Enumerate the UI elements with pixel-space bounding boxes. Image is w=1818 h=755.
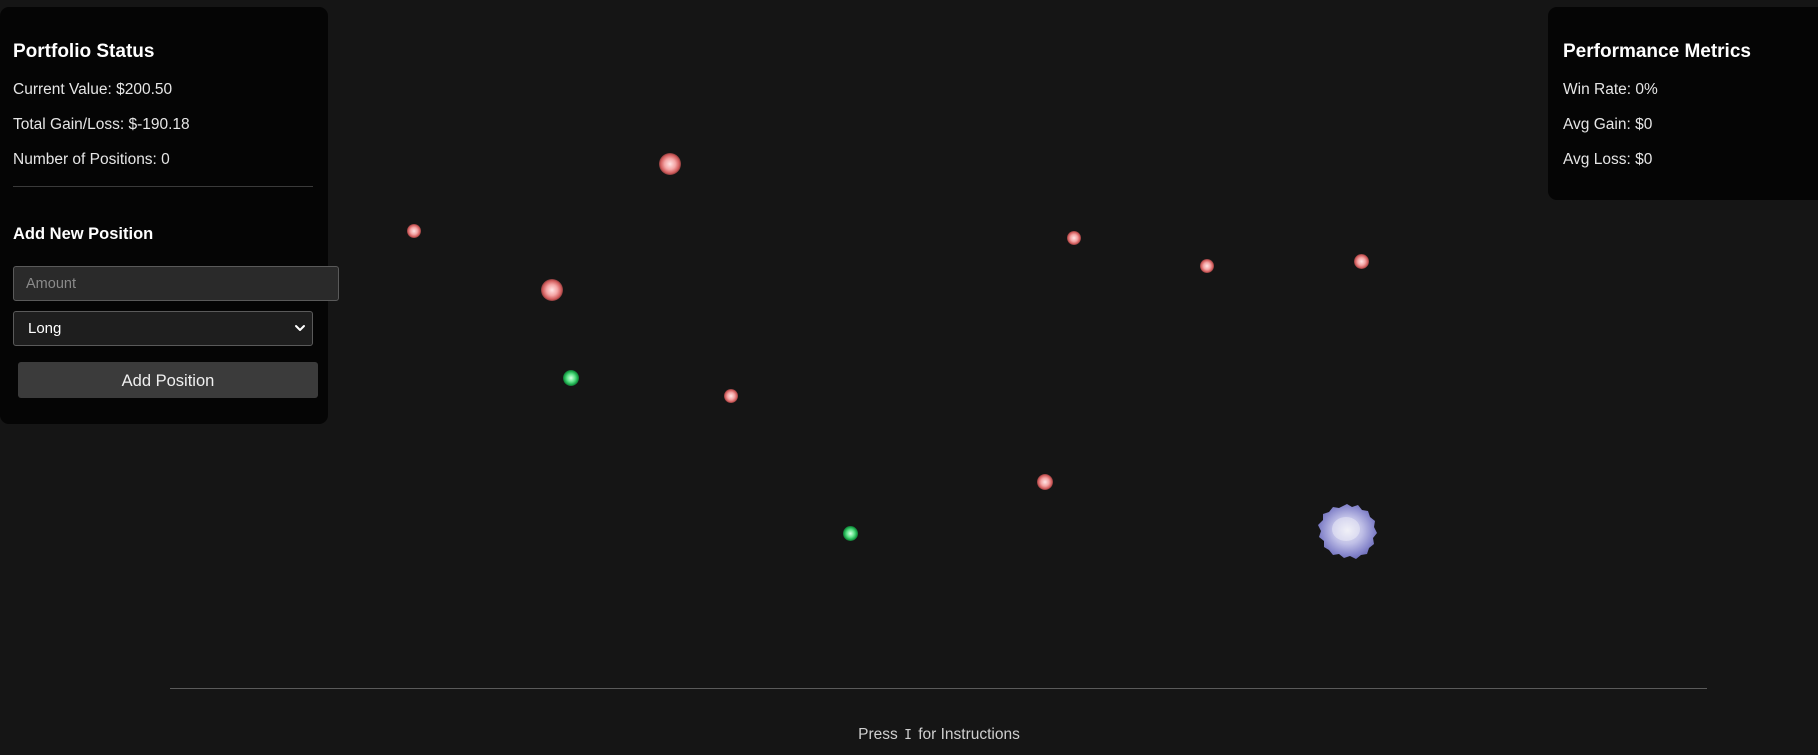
portfolio-panel: Portfolio Status Current Value: $200.50 … [0, 7, 339, 424]
chevron-down-icon [295, 325, 305, 331]
ground-line [170, 688, 1707, 689]
add-position-title: Add New Position [13, 225, 154, 243]
loss-orb[interactable] [724, 389, 738, 403]
loss-orb[interactable] [1200, 259, 1214, 273]
avg-gain: Avg Gain: $0 [1563, 116, 1653, 133]
loss-orb[interactable] [1067, 231, 1081, 245]
hint-prefix: Press [858, 726, 903, 743]
add-position-button[interactable]: Add Position [18, 362, 318, 398]
position-type-select[interactable]: Long [13, 311, 313, 346]
loss-orb[interactable] [1037, 474, 1053, 490]
gain-orb[interactable] [563, 370, 579, 386]
hint-key: I [904, 728, 912, 743]
hint-suffix: for Instructions [913, 726, 1020, 743]
win-rate: Win Rate: 0% [1563, 81, 1658, 98]
total-gain-loss: Total Gain/Loss: $-190.18 [13, 116, 190, 133]
portfolio-title: Portfolio Status [13, 41, 155, 62]
metrics-panel: Performance Metrics Win Rate: 0% Avg Gai… [1548, 7, 1818, 200]
loss-orb[interactable] [659, 153, 681, 175]
loss-orb[interactable] [407, 224, 421, 238]
instructions-hint: Press I for Instructions [0, 726, 1818, 744]
avg-loss: Avg Loss: $0 [1563, 151, 1653, 168]
metrics-title: Performance Metrics [1563, 41, 1751, 62]
amount-input[interactable] [13, 266, 339, 301]
gain-orb[interactable] [843, 526, 858, 541]
loss-orb[interactable] [541, 279, 563, 301]
player-blob[interactable] [1316, 502, 1378, 560]
number-of-positions: Number of Positions: 0 [13, 151, 170, 168]
position-type-value: Long [28, 320, 62, 337]
current-value: Current Value: $200.50 [13, 81, 173, 98]
loss-orb[interactable] [1354, 254, 1369, 269]
panel-divider [13, 186, 313, 187]
